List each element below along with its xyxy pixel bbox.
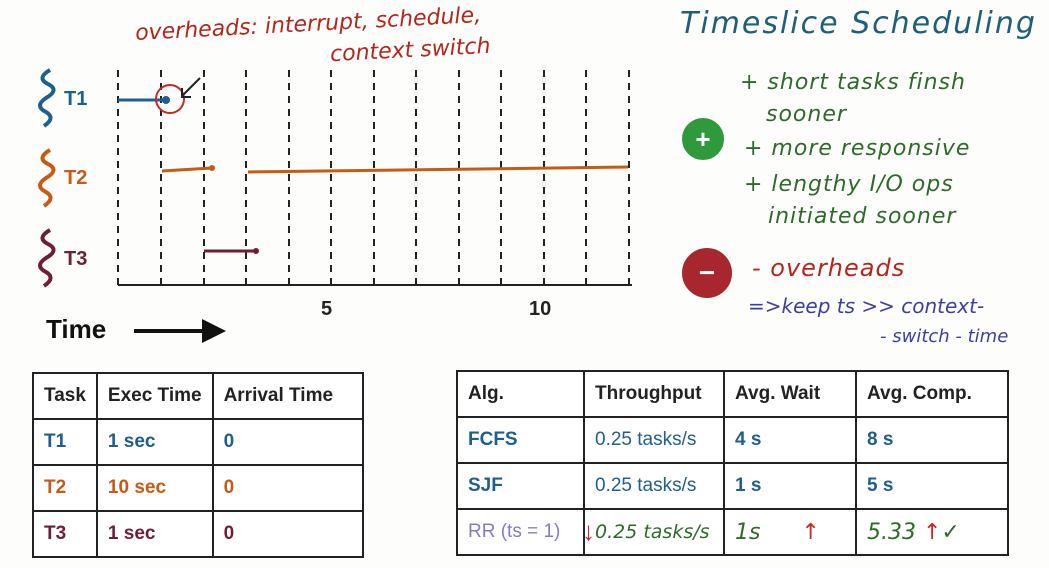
pro-item-2: + more responsive xyxy=(744,136,971,161)
minus-icon: − xyxy=(682,248,732,298)
algorithm-table-header: Alg. Throughput Avg. Wait Avg. Comp. xyxy=(456,370,1009,418)
throughput-cell: 0.25 tasks/s xyxy=(583,462,725,510)
timeline-t1-label: T1 xyxy=(64,88,88,110)
arrow-up-icon: ↑ xyxy=(922,519,942,545)
throughput-cell: 0.25 tasks/s xyxy=(583,416,725,464)
header-throughput: Throughput xyxy=(583,370,725,418)
time-arrow-icon xyxy=(134,319,226,343)
t2-squiggle-icon xyxy=(38,148,56,208)
timeline-t2-label: T2 xyxy=(64,167,88,189)
pro-item-1-cont: sooner xyxy=(766,102,847,127)
wait-cell: 1 s xyxy=(723,462,857,510)
arrival-cell: 0 xyxy=(211,464,364,512)
arrival-cell: 0 xyxy=(211,510,364,558)
header-alg: Alg. xyxy=(456,370,585,418)
page-title: Timeslice Scheduling xyxy=(680,6,1037,41)
table-row: SJF 0.25 tasks/s 1 s 5 s xyxy=(456,462,1009,510)
alg-cell: FCFS xyxy=(456,416,585,464)
exec-cell: 1 sec xyxy=(95,418,214,466)
table-row: RR (ts = 1) 0.25 tasks/s 1s ↑ 5.33 ↑✓ xyxy=(456,508,1009,556)
algorithm-table: Alg. Throughput Avg. Wait Avg. Comp. FCF… xyxy=(456,370,1009,556)
header-exec-time: Exec Time xyxy=(95,372,214,420)
checkmark-icon: ✓ xyxy=(941,519,960,545)
arrow-down-icon: ↓ xyxy=(582,516,595,546)
comp-cell: 5.33 ↑✓ xyxy=(855,508,1009,556)
throughput-cell: 0.25 tasks/s xyxy=(583,508,725,556)
table-row: T2 10 sec 0 xyxy=(32,464,364,512)
pro-item-3-cont: initiated sooner xyxy=(768,204,957,229)
header-task: Task xyxy=(32,372,98,420)
t3-squiggle-icon xyxy=(38,228,56,288)
note-line2: - switch - time xyxy=(880,326,1009,347)
header-avg-comp: Avg. Comp. xyxy=(855,370,1009,418)
overhead-pointer-arrow xyxy=(181,77,201,97)
plus-icon: + xyxy=(682,118,724,160)
wait-cell: 4 s xyxy=(723,416,857,464)
time-gridlines xyxy=(117,70,630,285)
task-cell: T3 xyxy=(32,510,98,558)
header-avg-wait: Avg. Wait xyxy=(723,370,857,418)
tick-label-5: 5 xyxy=(321,298,333,320)
header-arrival-time: Arrival Time xyxy=(211,372,364,420)
task-cell: T1 xyxy=(32,418,98,466)
comp-cell: 5 s xyxy=(855,462,1009,510)
tick-label-10: 10 xyxy=(529,298,552,320)
alg-cell: RR (ts = 1) xyxy=(456,508,585,556)
exec-cell: 1 sec xyxy=(95,510,214,558)
wait-cell: 1s ↑ xyxy=(723,508,857,556)
arrow-up-icon: ↑ xyxy=(801,519,820,545)
t2-exec-bar-2 xyxy=(247,165,629,174)
task-table-header: Task Exec Time Arrival Time xyxy=(32,372,364,420)
t2-exec-bar-1 xyxy=(161,166,213,173)
time-axis-label: Time xyxy=(46,314,107,344)
table-row: FCFS 0.25 tasks/s 4 s 8 s xyxy=(456,416,1009,464)
table-row: T3 1 sec 0 xyxy=(32,510,364,558)
timeline-diagram xyxy=(38,68,632,288)
timeline-t3-label: T3 xyxy=(64,248,88,270)
note-line1: =>keep ts >> context- xyxy=(748,294,985,318)
exec-cell: 10 sec xyxy=(95,464,214,512)
pro-item-3: + lengthy I/O ops xyxy=(744,172,954,197)
task-table: Task Exec Time Arrival Time T1 1 sec 0 T… xyxy=(32,372,364,558)
con-item-overheads: - overheads xyxy=(752,254,906,282)
table-row: T1 1 sec 0 xyxy=(32,418,364,466)
alg-cell: SJF xyxy=(456,462,585,510)
overhead-circle-marker xyxy=(155,84,185,114)
pro-item-1: + short tasks finsh xyxy=(740,70,966,95)
t1-squiggle-icon xyxy=(38,68,56,128)
task-cell: T2 xyxy=(32,464,98,512)
arrival-cell: 0 xyxy=(211,418,364,466)
comp-cell: 8 s xyxy=(855,416,1009,464)
